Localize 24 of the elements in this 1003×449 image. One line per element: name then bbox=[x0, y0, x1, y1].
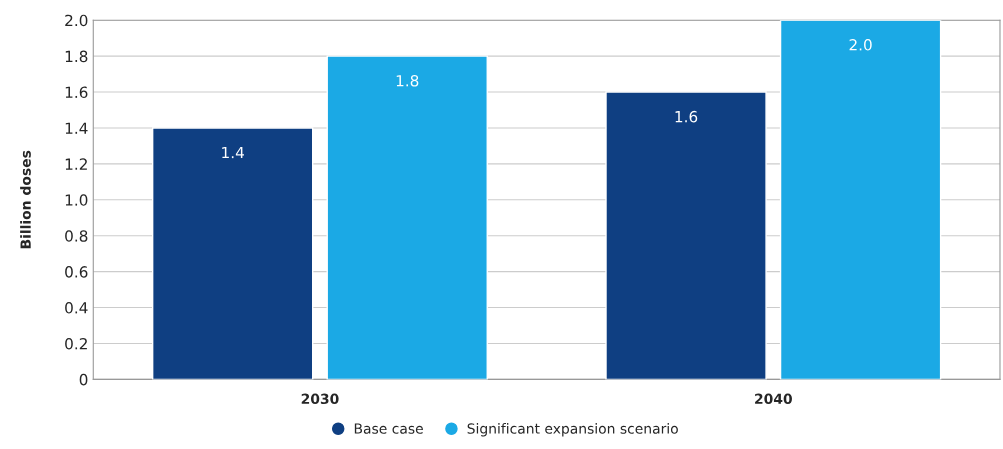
data-label: 1.8 bbox=[396, 74, 419, 87]
y-tick-label: 1.0 bbox=[65, 194, 88, 206]
legend-label: Significant expansion scenario bbox=[467, 423, 678, 437]
y-tick-label: 1.6 bbox=[65, 86, 88, 99]
legend-label: Base case bbox=[354, 423, 423, 434]
y-tick-label: 0 bbox=[79, 373, 88, 386]
y-tick-label: 2.0 bbox=[65, 14, 88, 27]
bar bbox=[326, 55, 488, 380]
y-tick-label: 1.4 bbox=[65, 122, 88, 134]
x-tick-label: 2030 bbox=[301, 393, 339, 405]
bar bbox=[605, 91, 767, 380]
y-tick-label: 1.8 bbox=[65, 50, 88, 63]
x-tick-label: 2040 bbox=[755, 393, 792, 405]
bar bbox=[779, 20, 942, 380]
data-label: 1.6 bbox=[675, 110, 698, 123]
y-tick-label: 0.8 bbox=[65, 230, 88, 242]
y-axis-title: Billion doses bbox=[20, 150, 31, 249]
y-tick-label: 0.6 bbox=[65, 266, 88, 278]
y-tick-label: 1.2 bbox=[65, 158, 87, 170]
data-label: 2.0 bbox=[849, 39, 872, 51]
data-label: 1.4 bbox=[222, 146, 244, 159]
y-tick-label: 0.4 bbox=[65, 302, 88, 314]
y-tick-label: 0.2 bbox=[65, 337, 87, 350]
bar bbox=[151, 127, 314, 380]
